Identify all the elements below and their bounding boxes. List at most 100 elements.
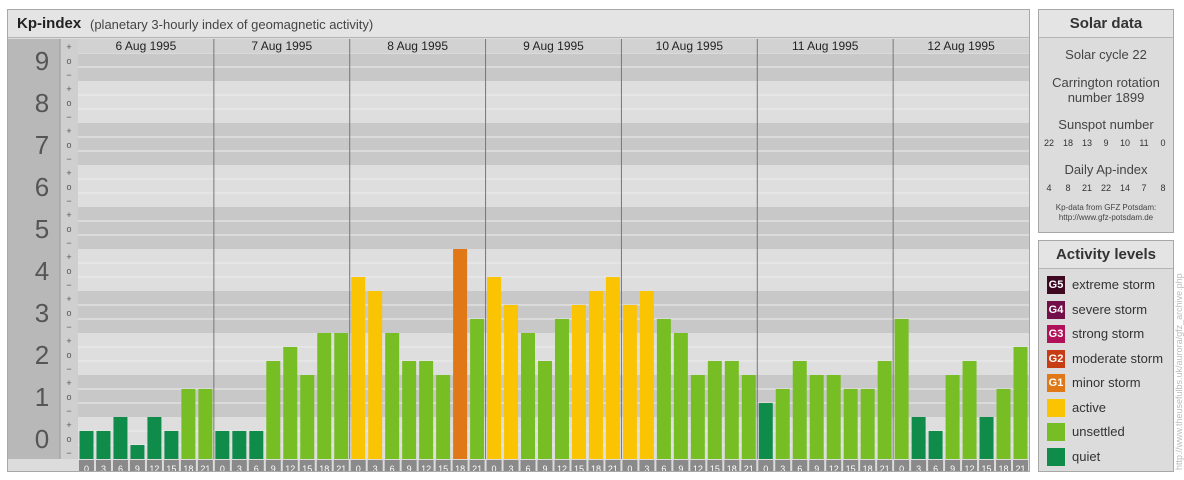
interval-start-label: 12 <box>557 464 567 471</box>
kp-bar <box>809 375 824 459</box>
y-minor-tick-label: − <box>66 406 71 416</box>
y-minor-tick-label: + <box>66 294 71 304</box>
interval-cell <box>860 460 876 471</box>
interval-cell <box>299 460 315 471</box>
interval-cell <box>503 460 519 471</box>
kp-bar <box>690 375 705 459</box>
solar-cycle: Solar cycle 22 <box>1065 47 1147 62</box>
interval-cell <box>724 460 740 471</box>
interval-start-label: 18 <box>319 464 329 471</box>
interval-start-label: 9 <box>271 464 276 471</box>
interval-cell <box>877 460 893 471</box>
y-tick-label: 7 <box>35 130 49 160</box>
kp-bar <box>1013 346 1028 459</box>
interval-start-label: 0 <box>492 464 497 471</box>
interval-start-label: 18 <box>999 464 1009 471</box>
interval-start-label: 6 <box>797 464 802 471</box>
interval-start-label: 15 <box>982 464 992 471</box>
sunspot-value: 9 <box>1103 138 1109 148</box>
watermark: http://www.theusefulbs.uk/aurora/gfz_arc… <box>1174 273 1184 470</box>
interval-start-label: 15 <box>846 464 856 471</box>
band-level-2 <box>78 333 1029 375</box>
sunspot-value: 18 <box>1062 138 1074 148</box>
interval-start-label: 0 <box>627 464 632 471</box>
interval-cell <box>911 460 927 471</box>
y-minor-tick-label: o <box>66 266 71 276</box>
interval-cell <box>809 460 825 471</box>
interval-cell <box>367 460 383 471</box>
kp-bar <box>911 417 926 459</box>
y-minor-tick-label: o <box>66 182 71 192</box>
interval-cell <box>231 460 247 471</box>
interval-start-label: 15 <box>710 464 720 471</box>
solar-data-panel: Solar data Solar cycle 22 Carrington rot… <box>1038 9 1174 233</box>
kp-bar <box>232 430 247 459</box>
activity-levels-title: Activity levels <box>1039 241 1173 269</box>
day-label: 8 Aug 1995 <box>387 39 448 53</box>
kp-bar <box>605 277 620 459</box>
kp-bar <box>249 430 264 459</box>
kp-bar <box>181 388 196 459</box>
interval-cell <box>214 460 230 471</box>
kp-bar <box>860 388 875 459</box>
interval-start-label: 0 <box>899 464 904 471</box>
interval-start-label: 3 <box>509 464 514 471</box>
legend-label: active <box>1072 399 1106 415</box>
y-tick-label: 3 <box>35 298 49 328</box>
interval-cell <box>826 460 842 471</box>
interval-cell <box>775 460 791 471</box>
y-minor-tick-label: + <box>66 168 71 178</box>
kp-bar <box>538 361 552 459</box>
legend-swatch <box>1047 447 1065 466</box>
solar-data-title: Solar data <box>1039 10 1173 38</box>
kp-bar <box>487 277 502 459</box>
y-tick-label: 0 <box>35 424 49 454</box>
y-minor-tick-label: o <box>66 56 71 66</box>
kp-bar <box>453 249 468 459</box>
ap-value: 8 <box>1065 183 1071 193</box>
ap-value: 4 <box>1046 183 1052 193</box>
interval-cell <box>537 460 553 471</box>
kp-bar <box>945 375 960 459</box>
interval-cell <box>401 460 417 471</box>
interval-cell <box>1013 460 1028 471</box>
kp-bar <box>979 417 994 459</box>
sunspot-label: Sunspot number <box>1058 117 1154 132</box>
interval-cell <box>996 460 1012 471</box>
interval-cell <box>469 460 485 471</box>
y-tick-label: 9 <box>35 46 49 76</box>
ap-value: 21 <box>1081 183 1093 193</box>
interval-cell <box>979 460 995 471</box>
interval-cell <box>945 460 961 471</box>
interval-start-label: 3 <box>101 464 106 471</box>
legend-label: quiet <box>1072 448 1101 464</box>
interval-start-label: 6 <box>254 464 259 471</box>
band-level-6 <box>78 165 1029 207</box>
interval-start-label: 12 <box>829 464 839 471</box>
legend-label: moderate storm <box>1072 350 1164 366</box>
band-level-5 <box>78 207 1029 249</box>
kp-bar <box>996 388 1011 459</box>
kp-bar <box>843 388 858 459</box>
y-minor-tick-label: o <box>66 308 71 318</box>
kp-bar <box>758 403 773 459</box>
kp-bar <box>266 361 281 459</box>
interval-cell <box>146 460 162 471</box>
day-label: 12 Aug 1995 <box>927 39 995 53</box>
interval-start-label: 0 <box>84 464 89 471</box>
interval-cell <box>282 460 298 471</box>
interval-cell <box>605 460 621 471</box>
kp-bar <box>639 291 654 459</box>
interval-start-label: 6 <box>390 464 395 471</box>
ap-value: 22 <box>1100 183 1112 193</box>
kp-bar <box>775 388 790 459</box>
interval-cell <box>554 460 570 471</box>
legend-label: unsettled <box>1072 424 1125 439</box>
kp-bar <box>928 430 943 459</box>
interval-start-label: 6 <box>118 464 123 471</box>
interval-cell <box>707 460 723 471</box>
y-minor-tick-label: + <box>66 126 71 136</box>
interval-cell <box>486 460 502 471</box>
interval-cell <box>384 460 400 471</box>
interval-cell <box>418 460 434 471</box>
